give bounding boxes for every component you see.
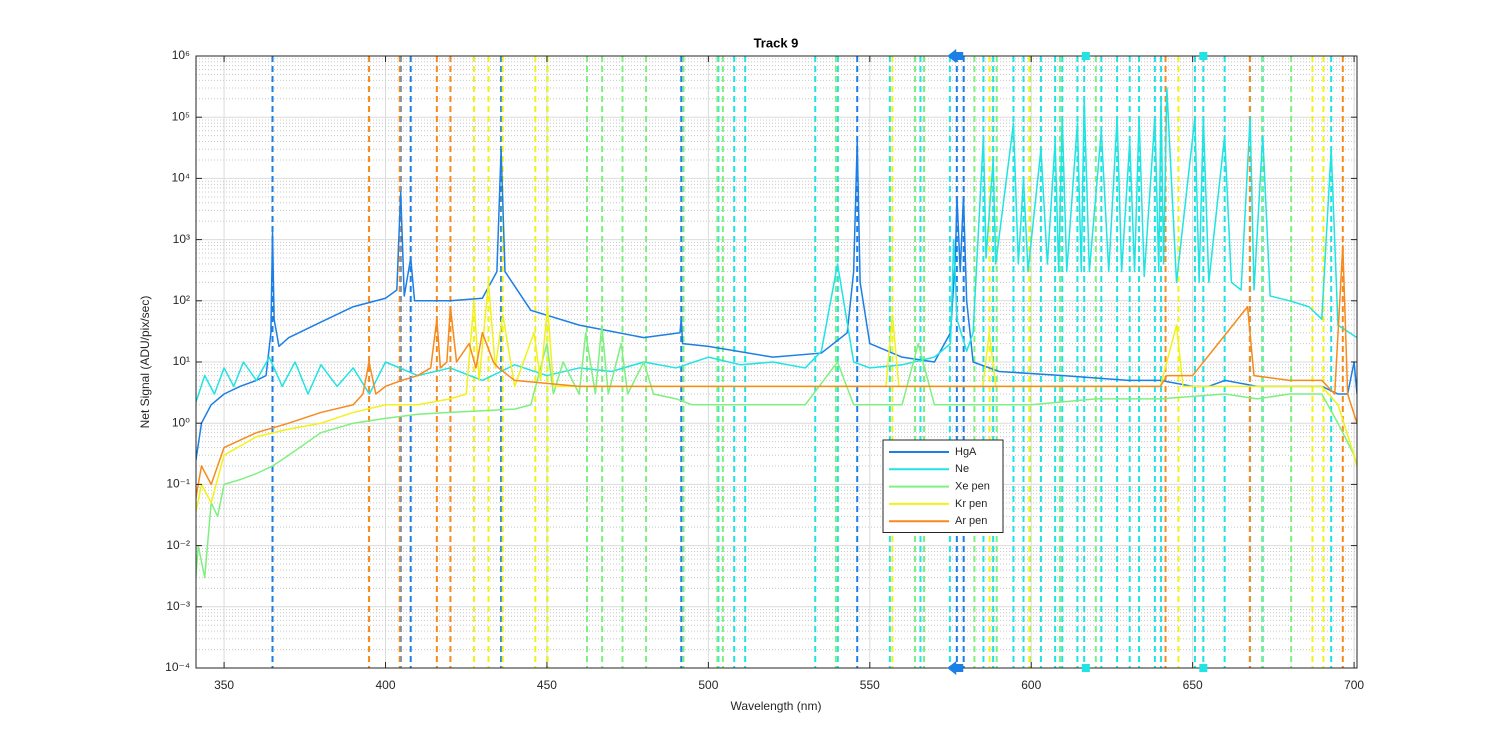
y-tick-label: 10⁰	[172, 415, 190, 429]
x-tick-label: 550	[860, 678, 880, 692]
y-tick-label: 10⁻¹	[166, 477, 190, 491]
x-tick-label: 650	[1183, 678, 1203, 692]
series-line	[196, 140, 1357, 465]
marker	[1199, 52, 1208, 60]
y-tick-label: 10⁵	[172, 109, 190, 123]
legend-label: Ar pen	[955, 515, 987, 527]
y-tick-label: 10²	[173, 293, 190, 307]
y-tick-label: 10¹	[173, 354, 190, 368]
legend-label: Xe pen	[955, 481, 990, 493]
y-tick-label: 10⁻²	[166, 538, 190, 552]
legend-label: Ne	[955, 463, 969, 475]
marker-arrow	[947, 49, 957, 63]
marker	[955, 664, 964, 672]
chart-title: Track 9	[754, 35, 799, 50]
y-axis-label: Net Signal (ADU/pix/sec)	[138, 296, 152, 429]
marker	[1081, 664, 1090, 672]
series-line	[196, 324, 1357, 586]
marker-arrow	[947, 661, 957, 675]
axes: 350 400 450 500 550 600 650 700 10⁻⁴ 10⁻³ 10⁻² 10⁻¹…	[165, 48, 1364, 692]
marker	[1081, 52, 1090, 60]
marker	[955, 52, 964, 60]
x-tick-label: 400	[376, 678, 396, 692]
legend-label: HgA	[955, 446, 977, 458]
x-tick-label: 350	[214, 678, 234, 692]
series-lines	[196, 87, 1357, 586]
y-tick-label: 10⁴	[171, 171, 190, 185]
reference-lines	[271, 56, 1344, 668]
marker	[1199, 664, 1208, 672]
y-tick-label: 10³	[173, 232, 190, 246]
x-tick-label: 450	[537, 678, 557, 692]
legend-label: Kr pen	[955, 498, 987, 510]
legend: HgA Ne Xe pen Kr pen Ar pen	[882, 439, 1004, 533]
x-tick-label: 700	[1344, 678, 1364, 692]
series-line	[196, 244, 1357, 502]
x-axis-label: Wavelength (nm)	[731, 699, 822, 713]
x-tick-label: 500	[698, 678, 718, 692]
y-tick-label: 10⁶	[172, 48, 190, 62]
y-tick-label: 10⁻⁴	[165, 660, 190, 674]
series-line	[196, 87, 1357, 405]
x-tick-label: 600	[1021, 678, 1041, 692]
y-tick-label: 10⁻³	[166, 599, 190, 613]
